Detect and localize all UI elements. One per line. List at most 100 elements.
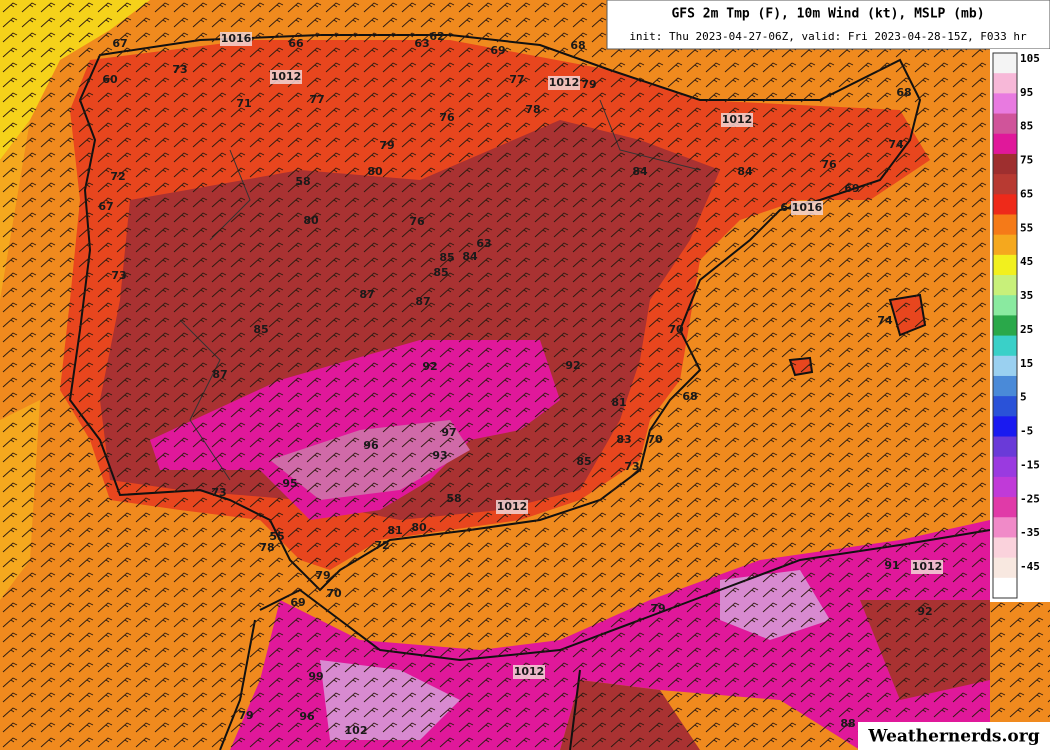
colorbar-swatch <box>993 194 1017 215</box>
isobar-label-box <box>496 500 528 514</box>
colorbar-label: 5 <box>1020 391 1027 404</box>
colorbar-swatch <box>993 577 1017 599</box>
temperature-label: 81 <box>611 396 626 409</box>
temperature-label: 83 <box>616 433 631 446</box>
temperature-label: 85 <box>576 455 591 468</box>
isobar-label: 1012 <box>497 500 528 513</box>
colorbar-swatch <box>993 476 1017 498</box>
temperature-label: 79 <box>650 602 665 615</box>
colorbar-swatch <box>993 315 1017 337</box>
temperature-label: 96 <box>299 710 315 723</box>
temperature-label: 77 <box>509 73 524 86</box>
temperature-label: 76 <box>821 158 837 171</box>
isobar-label-box <box>548 76 580 90</box>
temperature-label: 91 <box>884 559 899 572</box>
temperature-label: 84 <box>632 165 648 178</box>
colorbar-swatch <box>993 396 1017 417</box>
colorbar-label: 85 <box>1020 120 1033 133</box>
temperature-label: 92 <box>917 605 932 618</box>
colorbar-label: 55 <box>1020 221 1033 234</box>
title-box <box>606 0 1050 50</box>
colorbar-swatch <box>993 93 1017 115</box>
temperature-label: 68 <box>682 390 697 403</box>
temperature-label: 80 <box>303 214 319 227</box>
colorbar-label: 45 <box>1020 255 1033 268</box>
isobar-label: 1012 <box>514 665 545 678</box>
colorbar-swatch <box>993 517 1017 538</box>
temperature-label: 73 <box>211 486 226 499</box>
temperature-label: 79 <box>379 139 394 152</box>
watermark-box <box>858 722 1050 750</box>
isobar-label: 1012 <box>722 113 753 126</box>
temperature-label: 70 <box>647 433 663 446</box>
title: GFS 2m Tmp (F), 10m Wind (kt), MSLP (mb) <box>671 7 984 22</box>
isobar-label-box <box>721 113 753 127</box>
colorbar-swatch <box>993 436 1017 458</box>
temperature-label: 73 <box>111 269 126 282</box>
temperature-label: 69 <box>844 182 859 195</box>
colorbar-swatch <box>993 456 1017 478</box>
temperature-label: 85 <box>253 323 268 336</box>
colorbar-label: -35 <box>1020 526 1040 539</box>
temperature-label: 60 <box>102 73 118 86</box>
temperature-label: 73 <box>172 63 187 76</box>
colorbar-label: -45 <box>1020 560 1040 573</box>
colorbar-swatch <box>993 53 1017 74</box>
colorbar-label: -15 <box>1020 458 1040 471</box>
colorbar-label: 35 <box>1020 289 1033 302</box>
temperature-label: 97 <box>441 426 456 439</box>
temperature-label: 58 <box>446 492 461 505</box>
temperature-label: 84 <box>737 165 753 178</box>
colorbar-swatch <box>993 497 1017 518</box>
colorbar-label: 95 <box>1020 86 1033 99</box>
subtitle: init: Thu 2023-04-27-06Z, valid: Fri 202… <box>629 30 1027 43</box>
temperature-label: 80 <box>367 165 383 178</box>
temperature-label: 66 <box>288 37 304 50</box>
colorbar-label: 15 <box>1020 357 1033 370</box>
isobar-label-box <box>791 201 823 215</box>
isobar-label-box <box>270 70 302 84</box>
temperature-label: 55 <box>269 530 284 543</box>
temperature-label: 78 <box>259 541 274 554</box>
temperature-label: 70 <box>326 587 342 600</box>
isobar-label-box <box>513 665 545 679</box>
watermark: Weathernerds.org <box>867 727 1039 747</box>
temperature-label: 76 <box>409 215 425 228</box>
temperature-label: 68 <box>896 86 911 99</box>
colorbar-swatch <box>993 214 1017 236</box>
temperature-label: 72 <box>374 539 389 552</box>
temperature-label: 63 <box>476 237 491 250</box>
temperature-label: 81 <box>387 524 402 537</box>
temperature-label: 70 <box>668 323 684 336</box>
colorbar-label: -5 <box>1020 425 1033 438</box>
colorbar-frame <box>992 52 1018 599</box>
colorbar-swatch <box>993 73 1017 94</box>
temperature-label: 92 <box>422 360 437 373</box>
temperature-label: 72 <box>110 170 125 183</box>
isobar-label: 1016 <box>221 32 252 45</box>
temperature-label: 85 <box>439 251 454 264</box>
temperature-label: 80 <box>411 521 427 534</box>
temperature-label: 99 <box>308 670 323 683</box>
colorbar-swatch <box>993 153 1017 175</box>
colorbar-swatch <box>993 375 1017 397</box>
colorbar-swatch <box>993 335 1017 357</box>
temperature-label: 79 <box>315 569 330 582</box>
temperature-label: 73 <box>624 460 639 473</box>
temperature-label: 58 <box>295 175 310 188</box>
colorbar-swatch <box>993 557 1017 579</box>
temperature-label: 95 <box>282 477 297 490</box>
colorbar: 105 95 85 75 65 55 45 35 25 15 5 -5 -15 -25 -35 -45 <box>992 52 1040 599</box>
isobar-label-box <box>911 560 943 574</box>
colorbar-swatch <box>993 113 1017 135</box>
colorbar-label: 65 <box>1020 187 1033 200</box>
temperature-label: 76 <box>439 111 455 124</box>
colorbar-swatch <box>993 295 1017 316</box>
isobar-label: 1016 <box>792 201 823 214</box>
isobar-label-box <box>220 32 252 46</box>
temperature-label: 87 <box>415 295 430 308</box>
